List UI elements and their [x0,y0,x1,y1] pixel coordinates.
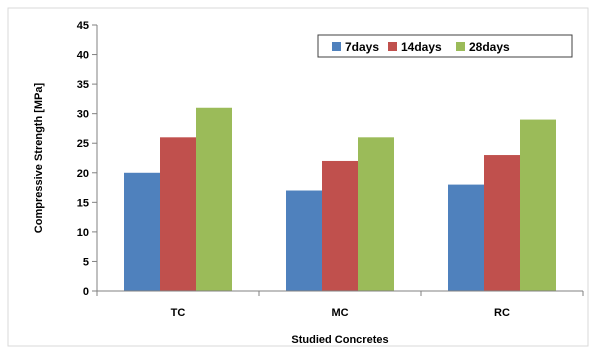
x-category-label: RC [494,307,510,319]
legend-swatch [388,42,397,51]
bars-group [124,107,556,291]
legend-label: 14days [401,40,442,54]
y-tick-label: 0 [83,286,89,298]
bar-7days-TC [124,172,160,291]
bar-28days-TC [196,107,232,291]
legend-label: 28days [469,40,510,54]
bar-28days-MC [358,137,394,291]
x-axis-title: Studied Concretes [291,334,388,346]
legend-swatch [456,42,465,51]
y-tick-label: 20 [77,168,89,180]
y-tick-label: 45 [77,20,89,32]
y-tick-label: 5 [83,256,89,268]
bar-7days-RC [448,184,484,291]
y-tick-label: 30 [77,109,89,121]
x-category-label: MC [331,307,348,319]
y-tick-label: 25 [77,138,89,150]
bar-14days-TC [160,137,196,291]
y-tick-label: 35 [77,79,89,91]
legend-box [317,34,573,58]
y-tick-label: 10 [77,227,89,239]
bar-28days-RC [520,119,556,291]
x-category-label: TC [171,307,186,319]
x-axis: TC MC RC [96,290,584,319]
legend-label: 7days [345,40,379,54]
legend-swatch [332,42,341,51]
bar-14days-MC [322,160,358,291]
y-axis-title: Compressive Strength [MPa] [33,82,45,233]
y-tick-label: 15 [77,197,89,209]
bar-14days-RC [484,155,520,291]
bar-7days-MC [286,190,322,291]
y-tick-label: 40 [77,50,89,62]
y-axis: 0 5 10 15 20 25 30 35 40 45 [77,20,98,298]
legend: 7days 14days 28days [317,34,573,58]
